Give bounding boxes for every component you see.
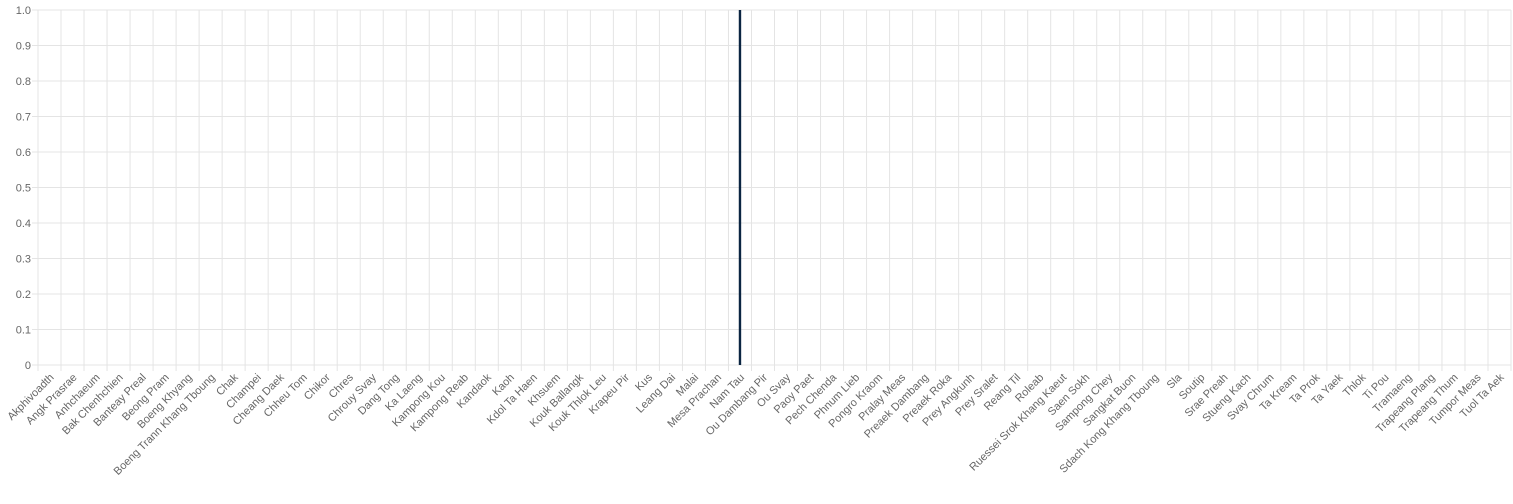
- bar: [738, 10, 742, 365]
- bars: [738, 10, 742, 365]
- y-tick-label: 0.1: [16, 325, 31, 337]
- y-tick-label: 0.7: [16, 112, 31, 124]
- y-tick-label: 0.5: [16, 183, 31, 195]
- y-tick-label: 0: [25, 360, 31, 372]
- y-tick-label: 0.9: [16, 41, 31, 53]
- y-tick-label: 0.6: [16, 147, 31, 159]
- y-tick-label: 0.8: [16, 76, 31, 88]
- y-tick-label: 0.4: [16, 218, 31, 230]
- grid-lines: [32, 9, 1512, 371]
- y-axis-ticks: 0 0.1 0.2 0.3 0.4 0.5 0.6 0.7 0.8 0.9 1.0: [16, 5, 31, 372]
- y-tick-label: 0.3: [16, 254, 31, 266]
- x-tick-label: Chikor: [302, 371, 333, 402]
- y-tick-label: 0.2: [16, 289, 31, 301]
- y-tick-label: 1.0: [16, 5, 31, 17]
